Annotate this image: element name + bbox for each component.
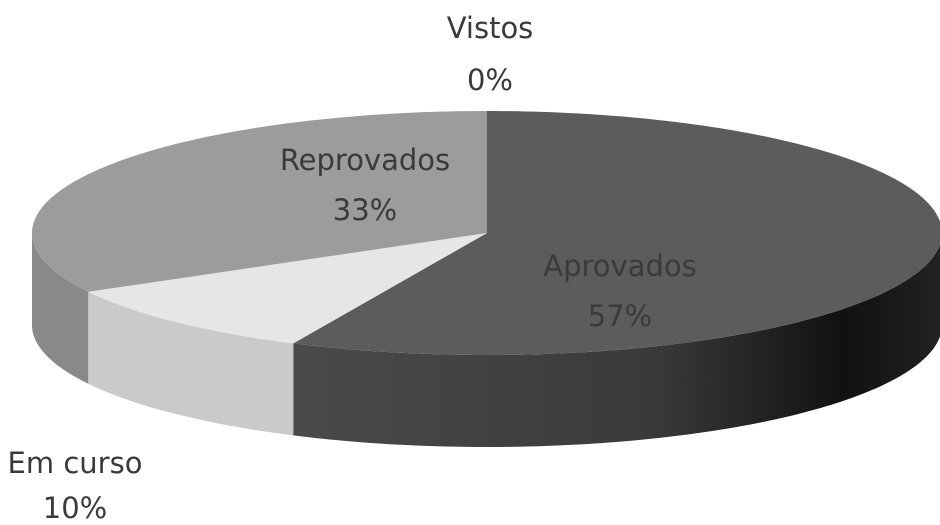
pie-side	[32, 233, 89, 384]
pie-sides	[32, 233, 940, 447]
slice-label: Vistos	[447, 11, 534, 45]
slice-value-label: 33%	[333, 193, 397, 227]
pie-tops	[32, 111, 940, 355]
slice-label: Em curso	[8, 446, 143, 480]
slice-label: Reprovados	[280, 143, 450, 177]
pie-slice	[88, 233, 488, 344]
slice-value-label: 10%	[43, 491, 107, 525]
pie-side	[293, 244, 940, 447]
pie-side	[88, 291, 294, 436]
slice-value-label: 0%	[467, 63, 513, 97]
labels: Aprovados 57% Em curso 10% Reprovados 33% Vist…	[8, 11, 697, 525]
slice-label: Aprovados	[543, 249, 696, 283]
slice-value-label: 57%	[588, 299, 652, 333]
pie-slice	[32, 111, 487, 292]
pie-slice	[293, 111, 940, 355]
